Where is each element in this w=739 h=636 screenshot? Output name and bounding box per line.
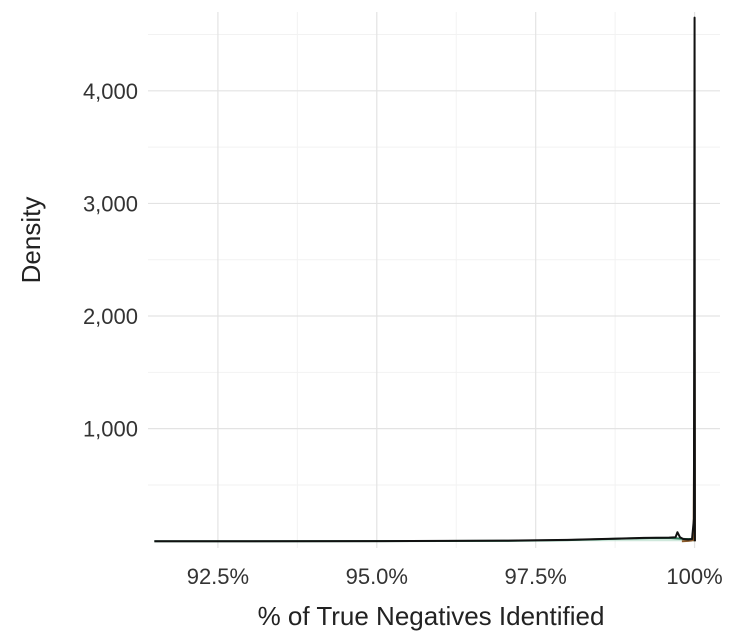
major-gridlines <box>148 12 720 548</box>
x-tick-label: 100% <box>666 564 722 589</box>
y-tick-label: 4,000 <box>83 79 138 104</box>
x-tick-label: 97.5% <box>504 564 566 589</box>
y-axis-ticks: 1,000 2,000 3,000 4,000 <box>83 79 138 442</box>
y-tick-label: 3,000 <box>83 191 138 216</box>
y-tick-label: 1,000 <box>83 417 138 442</box>
density-line-2 <box>681 351 696 543</box>
minor-gridlines <box>148 12 720 548</box>
y-tick-label: 2,000 <box>83 304 138 329</box>
x-tick-label: 95.0% <box>346 564 408 589</box>
x-axis-ticks: 92.5% 95.0% 97.5% 100% <box>187 564 723 589</box>
x-axis-title: % of True Negatives Identified <box>258 601 605 631</box>
density-line-3 <box>154 16 696 543</box>
y-axis-title: Density <box>16 197 46 284</box>
density-series <box>154 16 696 543</box>
x-tick-label: 92.5% <box>187 564 249 589</box>
